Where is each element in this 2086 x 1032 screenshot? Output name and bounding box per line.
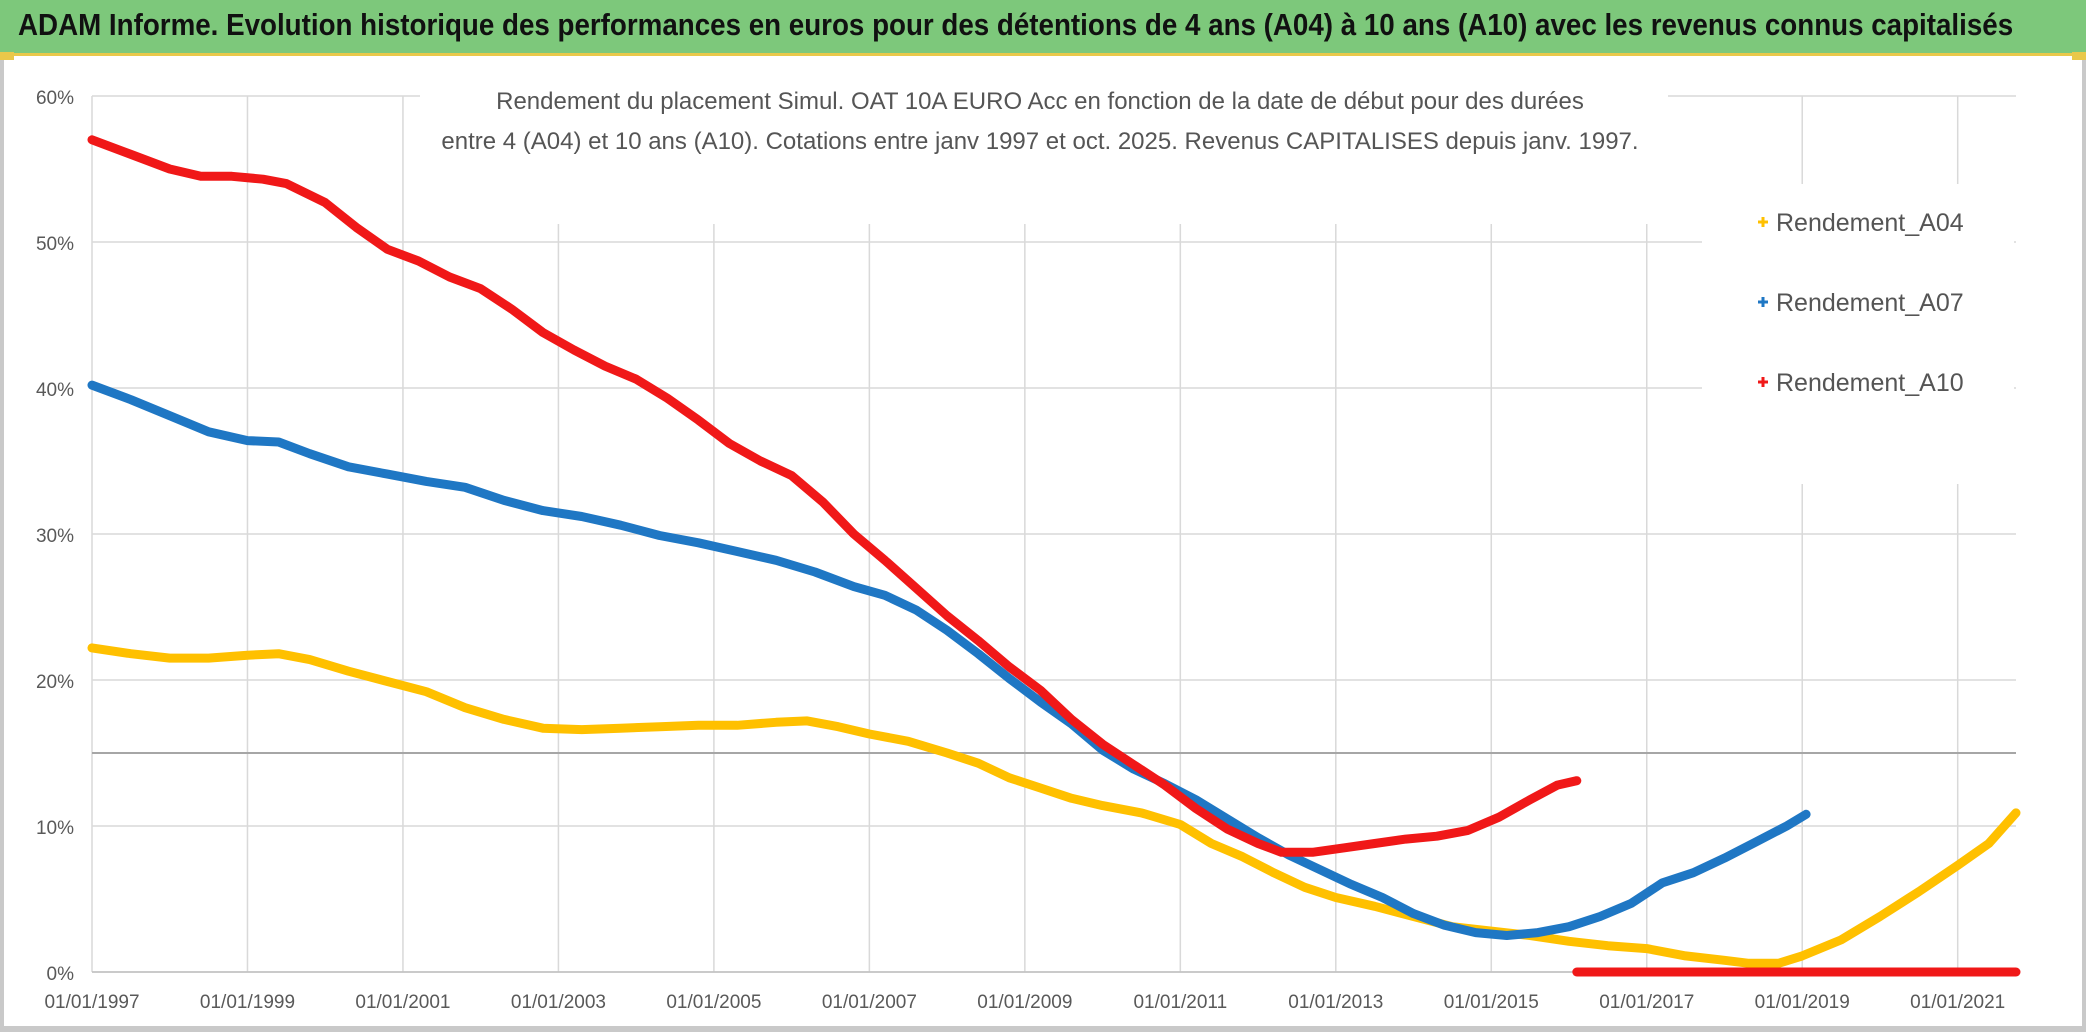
series-line-rendement-a10 <box>87 135 1582 857</box>
x-tick-label: 01/01/2005 <box>666 992 761 1013</box>
x-tick-label: 01/01/2015 <box>1444 992 1539 1013</box>
chart-grid <box>91 95 2016 973</box>
y-tick-label: 30% <box>36 526 74 547</box>
chart-series <box>87 135 2021 977</box>
y-tick-label: 10% <box>36 818 74 839</box>
x-tick-label: 01/01/2013 <box>1288 992 1383 1013</box>
series-line-rendement-a04 <box>87 643 2021 968</box>
x-tick-label: 01/01/2001 <box>355 992 450 1013</box>
chart-frame <box>0 56 2086 1032</box>
legend-label-rendement-a04: Rendement_A04 <box>1776 209 1964 237</box>
x-tick-label: 01/01/1999 <box>200 992 295 1013</box>
x-tick-label: 01/01/2017 <box>1599 992 1694 1013</box>
x-tick-label: 01/01/2019 <box>1755 992 1850 1013</box>
line-chart: 0%10%20%30%40%50%60% 01/01/1997 01/01/199… <box>36 74 2021 1013</box>
y-tick-label: 0% <box>47 964 75 985</box>
y-tick-label: 60% <box>36 88 74 109</box>
legend-label-rendement-a07: Rendement_A07 <box>1776 289 1964 317</box>
y-tick-label: 40% <box>36 380 74 401</box>
x-tick-label: 01/01/2021 <box>1910 992 2005 1013</box>
x-tick-label: 01/01/2011 <box>1133 992 1227 1013</box>
corner-accent-left <box>0 52 14 60</box>
y-axis-ticks: 0% 10% 20% 30% 40% 50% 60% <box>36 88 74 985</box>
x-tick-label: 01/01/1997 <box>44 992 139 1013</box>
chart-title-background <box>420 74 1668 224</box>
chart-legend: Rendement_A04 Rendement_A07 Rendement_A10 <box>1702 184 2014 484</box>
report-title: ADAM Informe. Evolution historique des p… <box>18 7 2014 42</box>
x-axis-ticks: 01/01/1997 01/01/1999 01/01/2001 01/01/2003… <box>44 992 2005 1013</box>
series-line-rendement-a07 <box>87 380 1811 940</box>
corner-accent-right <box>2072 52 2086 60</box>
y-tick-label: 20% <box>36 672 74 693</box>
chart-title-line-2: entre 4 (A04) et 10 ans (A10). Cotations… <box>441 128 1638 155</box>
x-tick-label: 01/01/2009 <box>977 992 1072 1013</box>
legend-background <box>1702 184 2014 484</box>
legend-label-rendement-a10: Rendement_A10 <box>1776 369 1964 397</box>
x-tick-label: 01/01/2003 <box>511 992 606 1013</box>
y-tick-label: 50% <box>36 234 74 255</box>
x-tick-label: 01/01/2007 <box>822 992 917 1013</box>
report-banner: ADAM Informe. Evolution historique des p… <box>0 0 2086 56</box>
chart-title-line-1: Rendement du placement Simul. OAT 10A EU… <box>496 88 1584 115</box>
